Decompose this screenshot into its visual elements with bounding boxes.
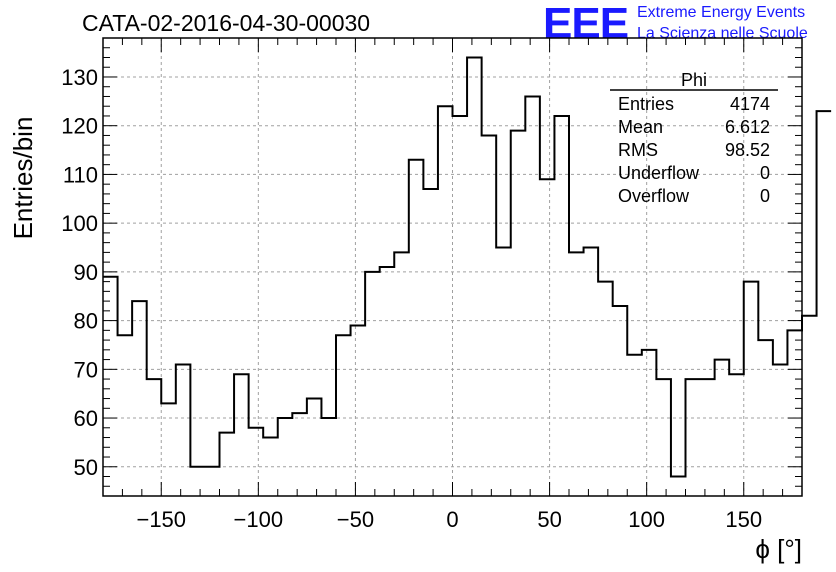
histogram-bin [686, 379, 701, 496]
histogram-bin [278, 418, 293, 496]
histogram-bin [336, 335, 351, 496]
histogram-bin [787, 330, 802, 496]
histogram-bin [423, 189, 438, 496]
y-axis-label: Entries/bin [8, 117, 38, 240]
histogram-bin [540, 179, 555, 496]
histogram-bin [598, 282, 613, 496]
histogram-bin [234, 374, 249, 496]
histogram-bin [394, 252, 409, 496]
y-tick-label: 60 [74, 406, 98, 431]
stats-label: Overflow [618, 186, 690, 206]
stats-value: 6.612 [725, 117, 770, 137]
y-tick-label: 120 [61, 114, 98, 139]
histogram-bin [132, 301, 147, 496]
histogram-bin [351, 325, 366, 496]
histogram-bin [482, 135, 497, 496]
y-tick-label: 100 [61, 211, 98, 236]
histogram-bin [773, 364, 788, 496]
x-tick-label: 50 [537, 507, 561, 532]
stats-box: Phi Entries 4174 Mean 6.612 RMS 98.52 Underflow… [610, 70, 778, 206]
logo-text-line1: Extreme Energy Events [637, 4, 806, 21]
y-tick-label: 50 [74, 455, 98, 480]
x-tick-label: 150 [725, 507, 762, 532]
stats-value: 98.52 [725, 140, 770, 160]
histogram-bin [161, 403, 176, 496]
histogram-bin [467, 57, 482, 496]
histogram-bin [642, 350, 657, 496]
histogram-bin [307, 399, 322, 496]
histogram-bin [715, 360, 730, 496]
histogram-bin [554, 116, 569, 496]
histogram-bin [190, 467, 205, 496]
y-tick-label: 70 [74, 357, 98, 382]
stats-label: Underflow [618, 163, 700, 183]
x-axis-label: ϕ [°] [755, 534, 802, 564]
y-tick-label: 90 [74, 260, 98, 285]
histogram-bin [525, 96, 540, 496]
stats-name: Phi [681, 70, 707, 90]
histogram-bin [627, 355, 642, 496]
histogram-bin [409, 160, 424, 496]
stats-value: 0 [760, 163, 770, 183]
y-tick-label: 110 [63, 162, 98, 187]
tick-labels: −150 −100 −50 0 50 100 150 50 60 70 80 90 100 110 120 1… [61, 65, 762, 532]
histogram-bin [118, 335, 133, 496]
histogram-outline [103, 56, 832, 478]
histogram-bin [365, 272, 380, 496]
y-tick-label: 80 [74, 309, 98, 334]
x-tick-label: 100 [628, 507, 665, 532]
x-tick-label: −100 [234, 507, 284, 532]
histogram-bin [249, 428, 264, 496]
histogram-bin [292, 413, 307, 496]
histogram-bin [584, 248, 599, 496]
y-tick-label: 130 [61, 65, 98, 90]
stats-value: 0 [760, 186, 770, 206]
axis-ticks [102, 37, 803, 497]
histogram-bin [656, 379, 671, 496]
histogram-bin [380, 267, 395, 496]
histogram-bin [103, 277, 118, 496]
histogram-bin [802, 316, 817, 496]
histogram-bin [511, 131, 526, 496]
stats-label: RMS [618, 140, 658, 160]
histogram-bin [613, 306, 628, 496]
histogram-bin [817, 111, 832, 496]
x-tick-label: −50 [337, 507, 374, 532]
histogram-bin [438, 106, 453, 496]
histogram-bin [205, 467, 220, 496]
histogram-bin [729, 374, 744, 496]
histogram-bin [671, 477, 686, 496]
histogram-bin [321, 418, 336, 496]
histogram-bin [147, 379, 162, 496]
histogram-bin [569, 252, 584, 496]
histogram-bin [496, 248, 511, 496]
histogram-bin [758, 340, 773, 496]
histogram-bin [453, 116, 468, 496]
stats-value: 4174 [730, 94, 770, 114]
stats-label: Entries [618, 94, 674, 114]
chart-title: CATA-02-2016-04-30-00030 [82, 10, 371, 36]
x-tick-label: 0 [446, 507, 458, 532]
histogram-bin [220, 433, 235, 496]
x-tick-label: −150 [136, 507, 186, 532]
stats-label: Mean [618, 117, 663, 137]
histogram-bars [103, 56, 832, 496]
histogram-bin [700, 379, 715, 496]
histogram-bin [744, 282, 759, 496]
histogram-bin [176, 364, 191, 496]
histogram-bin [263, 438, 278, 496]
